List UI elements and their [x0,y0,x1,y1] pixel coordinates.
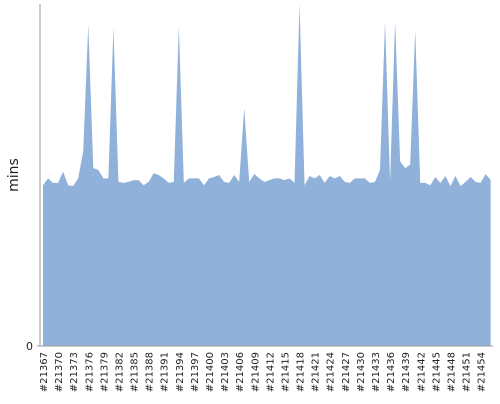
x-tick-label: #21376 [84,352,95,392]
area [43,4,491,346]
y-tick-label: 0 [26,340,33,353]
x-tick-label: #21370 [54,352,65,392]
x-tick-label: #21445 [431,352,442,392]
x-tick-label: #21406 [235,352,246,392]
x-tick-label: #21415 [280,352,291,392]
x-tick-label: #21412 [265,352,276,392]
x-tick-label: #21403 [220,352,231,392]
x-tick-label: #21391 [160,352,171,392]
x-tick-label: #21394 [175,352,186,392]
x-tick-label: #21385 [130,352,141,392]
x-tick-label: #21418 [296,352,307,392]
x-tick-label: #21373 [69,352,80,392]
x-tick-label: #21454 [477,352,488,392]
x-tick-label: #21379 [99,352,110,392]
x-tick-label: #21442 [416,352,427,392]
x-tick-label: #21439 [401,352,412,392]
y-axis-label: mins [6,158,22,192]
x-tick-label: #21436 [386,352,397,392]
x-tick-label: #21424 [326,352,337,392]
x-tick-label: #21421 [311,352,322,392]
x-tick-label: #21448 [446,352,457,392]
x-tick-label: #21430 [356,352,367,392]
x-tick-label: #21388 [145,352,156,392]
x-tick-label: #21451 [462,352,473,392]
x-tick-label: #21400 [205,352,216,392]
x-tick-label: #21409 [250,352,261,392]
x-tick-label: #21367 [39,352,50,392]
x-tick-label: #21382 [114,352,125,392]
x-tick-label: #21397 [190,352,201,392]
x-tick-label: #21427 [341,352,352,392]
x-tick-label: #21433 [371,352,382,392]
